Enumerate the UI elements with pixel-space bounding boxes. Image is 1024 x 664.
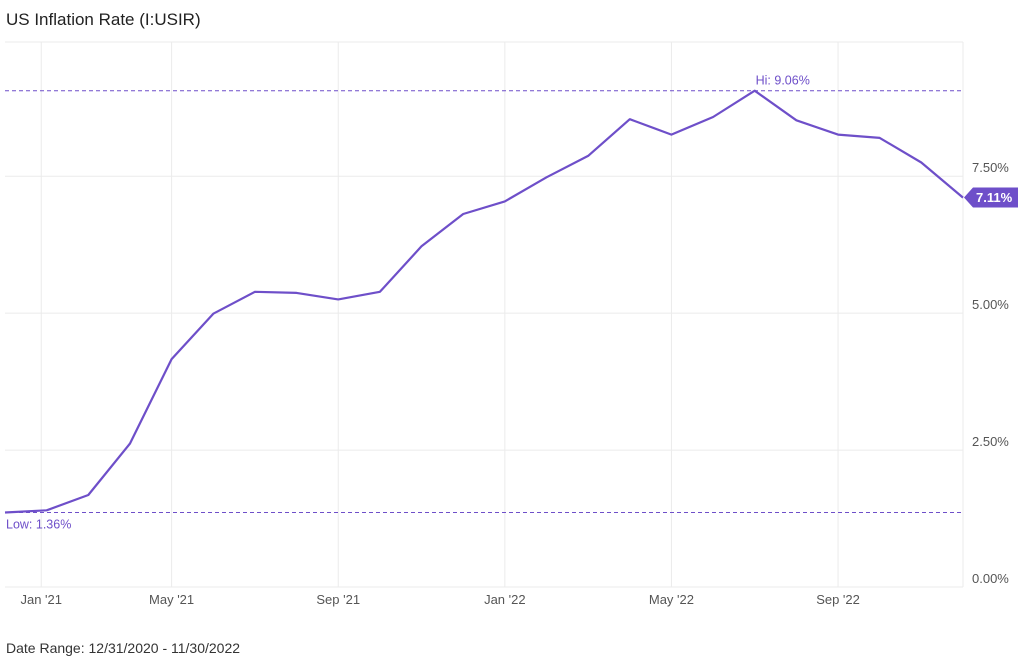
y-axis-labels: 0.00% 2.50% 5.00% 7.50% (972, 160, 1009, 586)
high-label: Hi: 9.06% (756, 74, 810, 88)
series-line (4, 89, 964, 514)
chart-title: US Inflation Rate (I:USIR) (6, 10, 201, 29)
x-tick-label: Jan '21 (20, 592, 62, 607)
y-tick-label: 2.50% (972, 434, 1009, 449)
grid-lines (5, 41, 964, 588)
x-tick-label: Jan '22 (484, 592, 526, 607)
x-axis-labels: Jan '21 May '21 Sep '21 Jan '22 May '22 Sep '… (20, 592, 859, 607)
line-chart: Hi: 9.06% Low: 1.36% 0.00% 2.50% 5.00% 7.50%… (4, 41, 1018, 607)
x-tick-label: Sep '22 (816, 592, 860, 607)
last-value-label: 7.11% (976, 190, 1013, 205)
last-value-badge: 7.11% (964, 187, 1018, 208)
x-tick-label: May '22 (649, 592, 694, 607)
y-tick-label: 5.00% (972, 297, 1009, 312)
last-value-badge-shape (964, 187, 1018, 208)
reference-lines: Hi: 9.06% Low: 1.36% (5, 74, 963, 532)
x-tick-label: May '21 (149, 592, 194, 607)
low-label: Low: 1.36% (6, 518, 71, 532)
series-layer (4, 89, 964, 514)
date-range: Date Range: 12/31/2020 - 11/30/2022 (6, 640, 241, 656)
y-tick-label: 0.00% (972, 571, 1009, 586)
x-tick-label: Sep '21 (316, 592, 360, 607)
y-tick-label: 7.50% (972, 160, 1009, 175)
